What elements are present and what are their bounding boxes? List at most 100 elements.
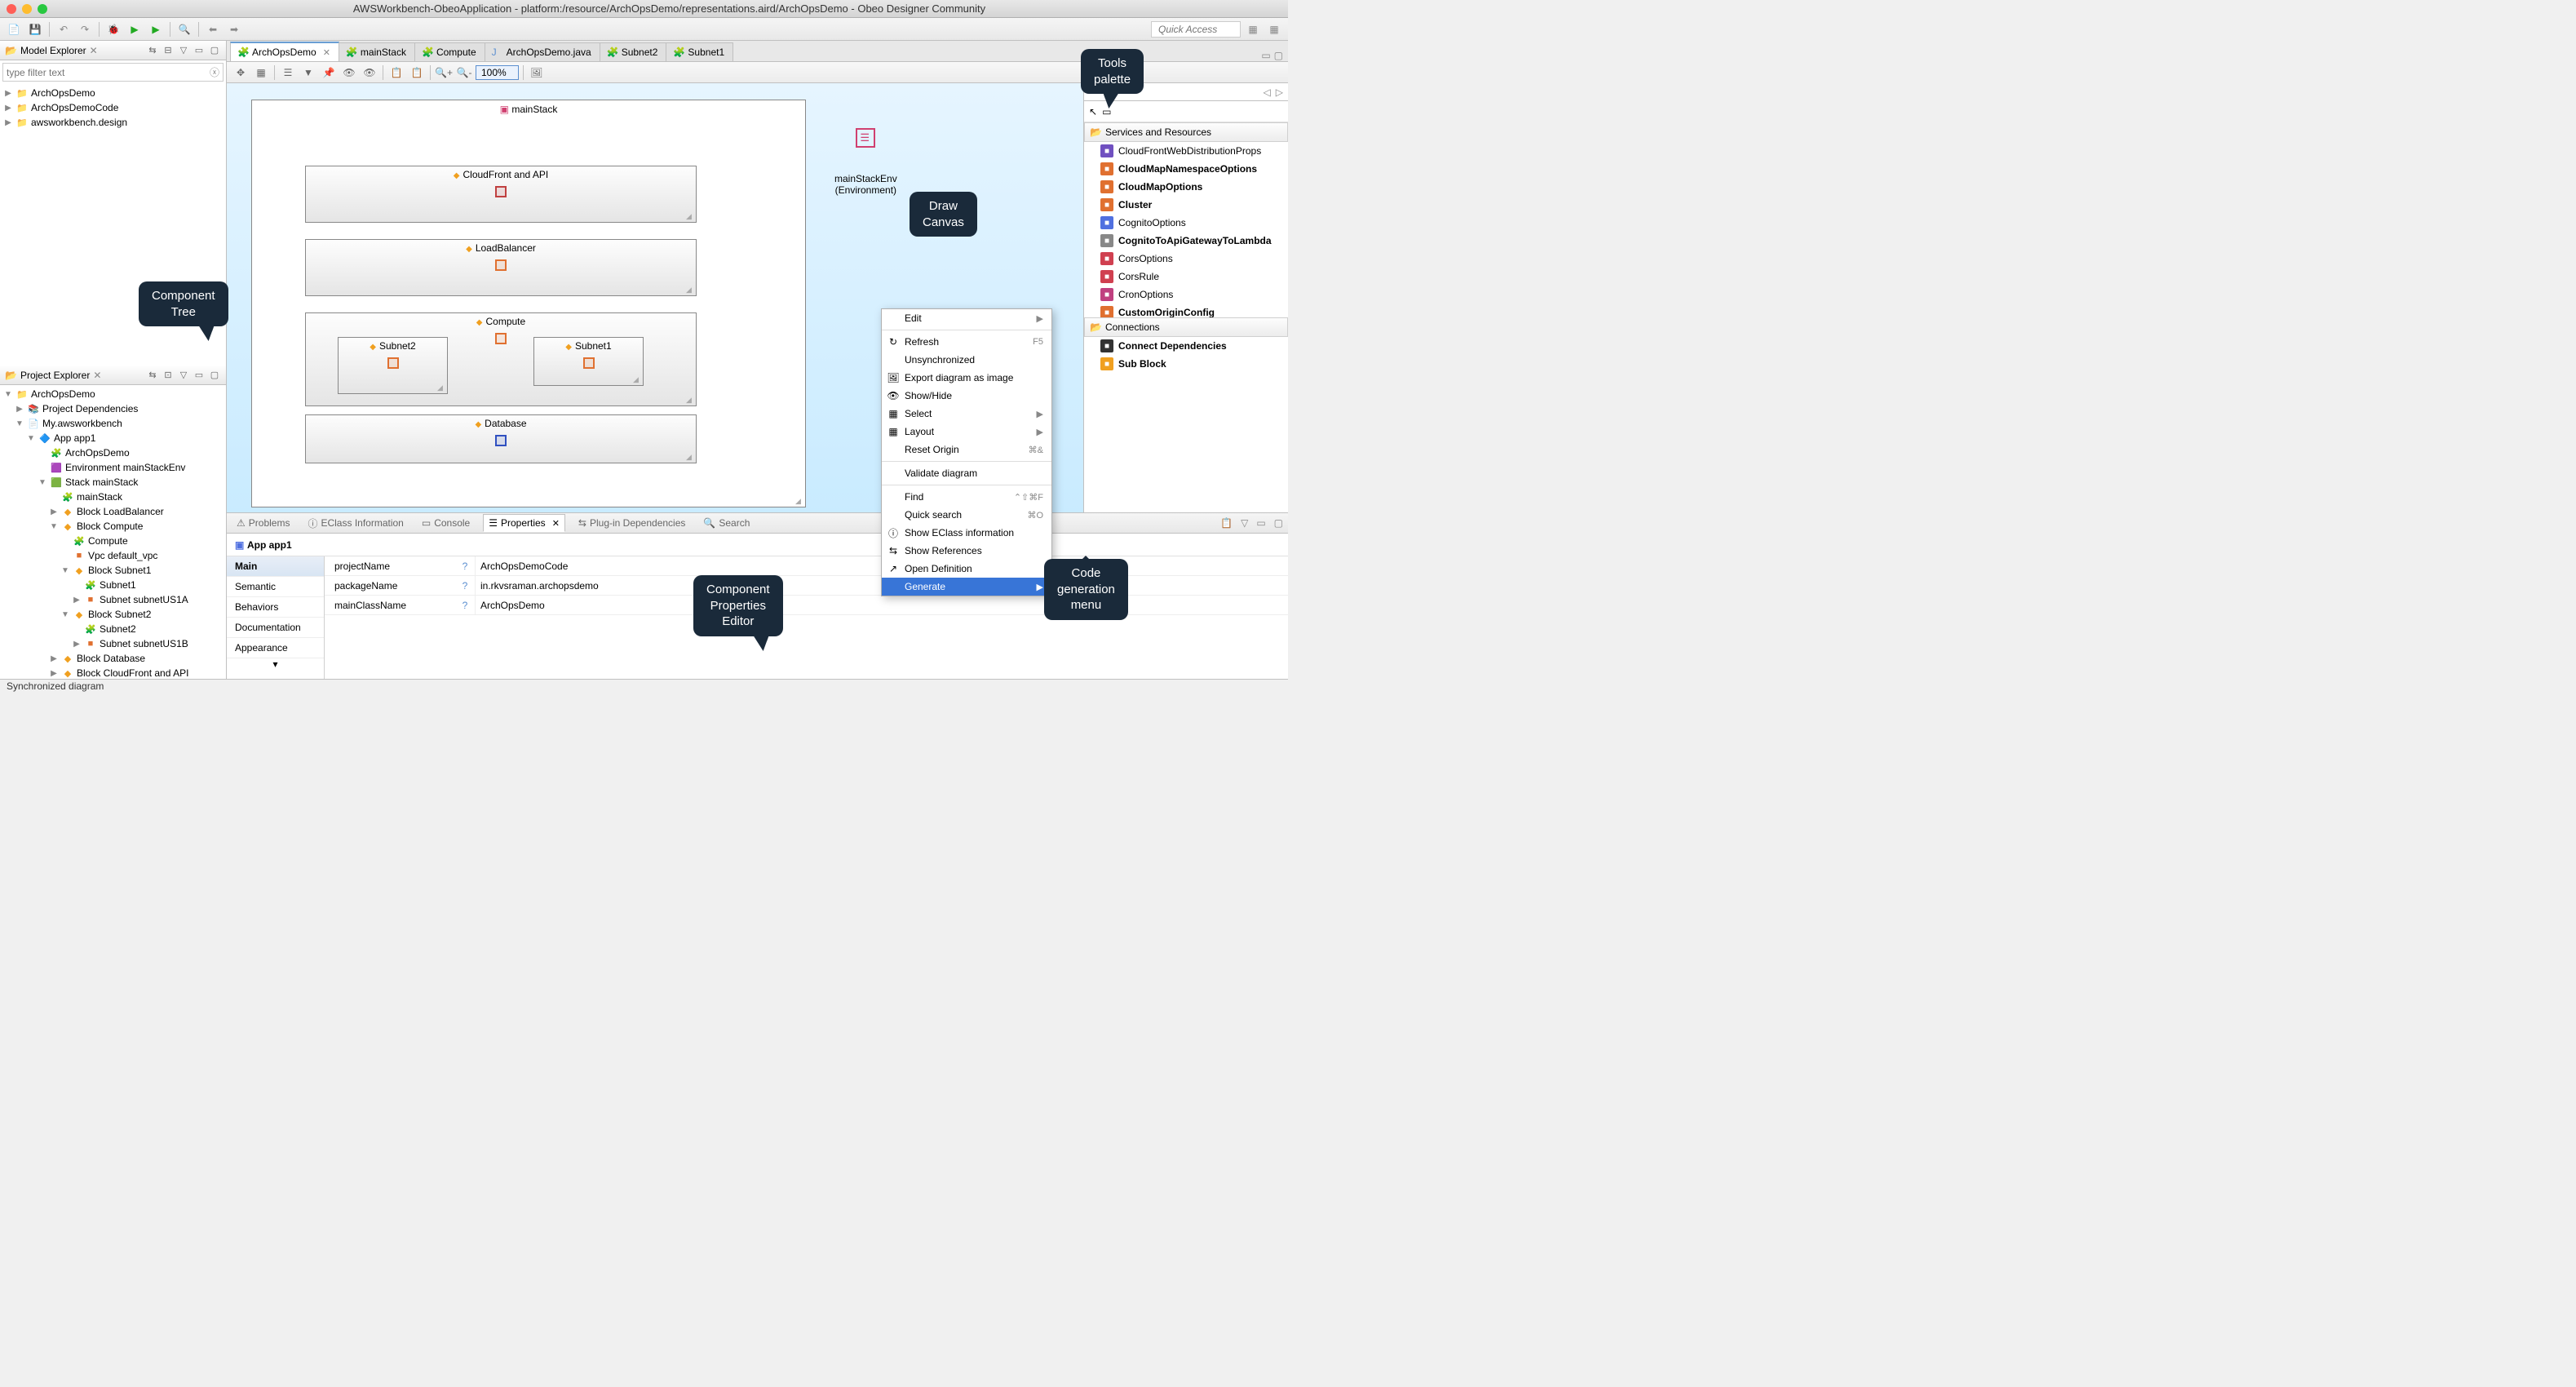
minimize-window-button[interactable] [22,4,32,14]
tree-item[interactable]: ▼📁ArchOpsDemo [3,387,223,401]
diagram-block[interactable]: Subnet1◢ [533,337,644,386]
tree-item[interactable]: 🧩Subnet1 [3,578,223,592]
tree-item[interactable]: ▼◆Block Compute [3,519,223,534]
editor-tab[interactable]: 🧩Subnet1 [666,42,733,61]
new-icon[interactable]: 📄 [5,20,23,38]
palette-item[interactable]: ■CloudMapOptions [1084,178,1288,196]
editor-tab[interactable]: JArchOpsDemo.java [485,42,600,61]
minimize-icon[interactable]: ▭ [193,44,206,57]
minimize2-icon[interactable]: ▭ [193,369,206,382]
palette-category-connections[interactable]: 📂 Connections [1084,317,1288,337]
undo-icon[interactable]: ↶ [55,20,73,38]
palette-item[interactable]: ■CronOptions [1084,286,1288,304]
link2-icon[interactable]: ⇆ [146,369,159,382]
context-menu-item[interactable]: ↗Open Definition [882,560,1051,578]
maximize2-icon[interactable]: ▢ [208,369,221,382]
zoom-in-icon[interactable]: 🔍+ [435,64,453,81]
context-menu-item[interactable]: Reset Origin⌘& [882,441,1051,459]
filter-icon[interactable]: ▼ [299,64,317,81]
copy-layout-icon[interactable]: 📋 [387,64,405,81]
property-tab[interactable]: Behaviors [227,597,324,618]
tab-close-icon[interactable]: ✕ [90,45,98,56]
palette-category-services[interactable]: 📂 Services and Resources [1084,122,1288,142]
menu-icon[interactable]: ▽ [177,44,190,57]
focus-icon[interactable]: ⊡ [162,369,175,382]
zoom-out-icon[interactable]: 🔍- [455,64,473,81]
zoom-select[interactable]: 100% [476,65,519,80]
forward-icon[interactable]: ➡ [225,20,243,38]
tree-item[interactable]: ▼📄My.awsworkbench [3,416,223,431]
diagram-block[interactable]: CloudFront and API◢ [305,166,697,223]
diagram-block[interactable]: Subnet2◢ [338,337,448,394]
context-menu-item[interactable]: ⇆Show References [882,542,1051,560]
tree-item[interactable]: ▶■Subnet subnetUS1A [3,592,223,607]
tree-item[interactable]: ▼◆Block Subnet1 [3,563,223,578]
tree-item[interactable]: ▶📁awsworkbench.design [3,115,223,130]
tree-item[interactable]: ▶📁ArchOpsDemo [3,86,223,100]
hide-icon[interactable]: 👁 [340,64,358,81]
zoom-window-button[interactable] [38,4,47,14]
tree-item[interactable]: 🧩Compute [3,534,223,548]
bottom-tab[interactable]: ☰Properties✕ [483,514,565,532]
property-tab[interactable]: Documentation [227,618,324,638]
tree-item[interactable]: 🧩Subnet2 [3,622,223,636]
help-icon[interactable]: ? [455,580,475,592]
editor-tab[interactable]: 🧩ArchOpsDemo✕ [230,42,339,61]
tree-item[interactable]: 🟪Environment mainStackEnv [3,460,223,475]
tree-item[interactable]: ▶■Subnet subnetUS1B [3,636,223,651]
pin-icon[interactable]: 📌 [320,64,338,81]
filter-input[interactable] [7,67,210,78]
palette-item[interactable]: ■CognitoToApiGatewayToLambda [1084,232,1288,250]
maximize-editor-icon[interactable]: ▢ [1274,50,1283,61]
show-icon[interactable]: 👁 [361,64,378,81]
maximize-bottom-icon[interactable]: ▢ [1274,517,1283,529]
context-menu-item[interactable]: ⓘShow EClass information [882,524,1051,542]
editor-tab[interactable]: 🧩mainStack [339,42,415,61]
palette-item[interactable]: ■CorsRule [1084,268,1288,286]
paste-layout-icon[interactable]: 📋 [408,64,426,81]
bottom-tab[interactable]: ▭Console [417,515,475,531]
diagram-block[interactable]: LoadBalancer◢ [305,239,697,296]
cursor-tool-icon[interactable]: ↖ [1089,106,1097,117]
context-menu-item[interactable]: Validate diagram [882,464,1051,482]
minimize-editor-icon[interactable]: ▭ [1261,50,1270,61]
palette-item[interactable]: ■Connect Dependencies [1084,337,1288,355]
run-icon[interactable]: ▶ [126,20,144,38]
stack-container[interactable]: ▣ mainStack CloudFront and API◢ LoadBala… [251,100,806,507]
view-menu-icon[interactable]: 📋 [1220,517,1233,529]
palette-item[interactable]: ■CognitoOptions [1084,214,1288,232]
link-icon[interactable]: ⇆ [146,44,159,57]
close-tab-icon[interactable]: ✕ [323,47,330,58]
menu2-icon[interactable]: ▽ [177,369,190,382]
align-icon[interactable]: ▦ [252,64,270,81]
layer-icon[interactable]: ☰ [279,64,297,81]
property-tab[interactable]: Semantic [227,577,324,597]
help-icon[interactable]: ? [455,561,475,572]
minimize-bottom-icon[interactable]: ▭ [1256,517,1265,529]
tree-item[interactable]: ▶◆Block Database [3,651,223,666]
tree-item[interactable]: ▶📚Project Dependencies [3,401,223,416]
context-menu-item[interactable]: ▦Layout▶ [882,423,1051,441]
palette-item[interactable]: ■CustomOriginConfig [1084,304,1288,317]
resize-handle-icon[interactable]: ◢ [795,497,803,505]
save-icon[interactable]: 💾 [26,20,44,38]
search-icon[interactable]: 🔍 [175,20,193,38]
arrange-icon[interactable]: ✥ [232,64,250,81]
help-icon[interactable]: ? [455,600,475,611]
context-menu-item[interactable]: 🖼Export diagram as image [882,369,1051,387]
bottom-tab[interactable]: ⓘEClass Information [303,514,408,533]
view-menu2-icon[interactable]: ▽ [1241,517,1248,529]
palette-collapse-icon[interactable]: ◁ [1264,86,1271,98]
context-menu-item[interactable]: Quick search⌘O [882,506,1051,524]
palette-item[interactable]: ■Cluster [1084,196,1288,214]
tree-item[interactable]: ▶📁ArchOpsDemoCode [3,100,223,115]
context-menu-item[interactable]: 👁Show/Hide [882,387,1051,405]
context-menu-item[interactable]: ▦Select▶ [882,405,1051,423]
close-tab-icon[interactable]: ✕ [552,518,560,529]
tree-item[interactable]: 🧩ArchOpsDemo [3,445,223,460]
debug-icon[interactable]: 🐞 [104,20,122,38]
bottom-tab[interactable]: ⚠Problems [232,515,294,531]
tree-item[interactable]: ▶◆Block LoadBalancer [3,504,223,519]
palette-item[interactable]: ■Sub Block [1084,355,1288,373]
clear-filter-icon[interactable]: ⓧ [210,65,219,79]
